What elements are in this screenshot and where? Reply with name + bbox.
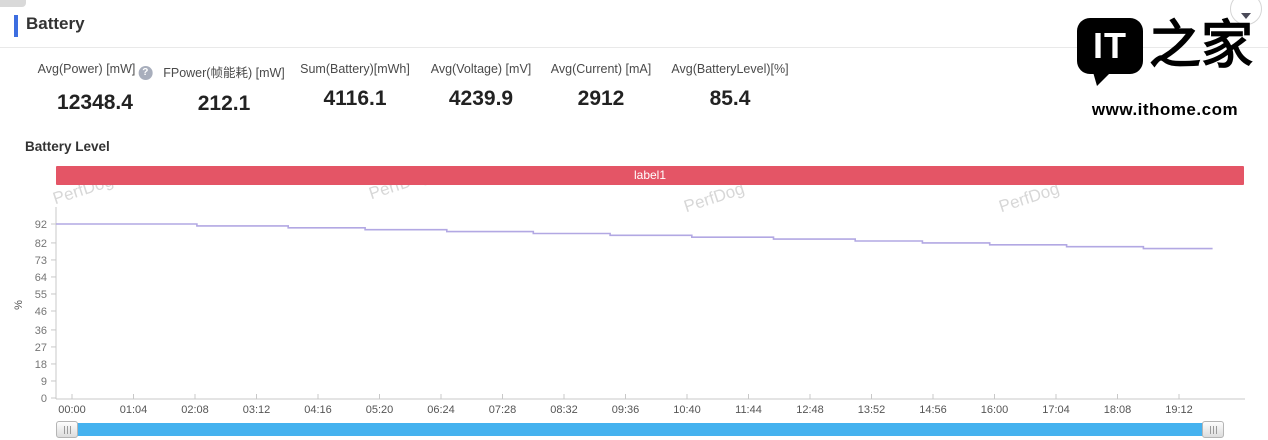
chart-scrollbar[interactable] [56,421,1224,438]
ithome-bubble-icon: IT [1076,18,1143,86]
chart-title: Battery Level [25,139,110,154]
y-tick-label: 55 [35,289,47,301]
ithome-logo: IT 之家 www.ithome.com [1070,4,1260,120]
logo-it-text: IT [1092,25,1127,66]
title-accent-bar [14,15,18,37]
x-tick-label: 16:00 [981,404,1009,416]
x-tick-label: 05:20 [366,404,394,416]
stat-value: 4116.1 [323,87,387,110]
stat-value: 2912 [577,87,625,110]
stat-avg-voltage: Avg(Voltage) [mV] 4239.9 [431,62,532,111]
x-tick-label: 02:08 [181,404,209,416]
x-tick-label: 18:08 [1104,404,1132,416]
stat-label: Avg(Current) [mA] [550,62,652,76]
scrollbar-right-handle[interactable] [1202,421,1224,438]
help-icon[interactable]: ? [138,66,153,80]
stat-value: 4239.9 [448,87,514,110]
x-tick-label: 10:40 [673,404,701,416]
x-tick-label: 07:28 [489,404,517,416]
header-separator [0,47,1268,48]
x-tick-label: 11:44 [735,404,762,416]
stat-value: 12348.4 [57,91,133,114]
page-title: Battery [26,14,85,33]
drag-grip-icon [1209,425,1217,434]
stat-label: Avg(Power) [mW]? [38,62,153,80]
stat-value: 85.4 [709,87,751,110]
x-tick-label: 06:24 [427,404,455,416]
drag-grip-icon [63,425,71,434]
x-tick-label: 17:04 [1042,404,1070,416]
stat-label: Sum(Battery)[mWh] [300,62,410,76]
y-tick-label: 64 [35,272,47,284]
y-axis-label: % [13,300,25,310]
y-tick-label: 0 [41,393,47,405]
x-tick-label: 01:04 [120,404,148,416]
x-tick-label: 09:36 [612,404,640,416]
stat-avg-power: Avg(Power) [mW]? 12348.4 [38,62,153,115]
y-tick-label: 46 [35,306,47,318]
stat-label: Avg(Voltage) [mV] [430,62,532,76]
y-tick-label: 9 [41,376,47,388]
y-tick-label: 18 [35,359,47,371]
scrollbar-track[interactable] [56,423,1224,436]
stat-label: FPower(帧能耗) [mW] [163,66,285,80]
stat-fpower: FPower(帧能耗) [mW] 212.1 [163,62,285,116]
stat-avg-battery-level: Avg(BatteryLevel)[%] 85.4 [671,62,788,111]
x-tick-label: 13:52 [858,404,886,416]
y-tick-label: 82 [35,238,47,250]
y-tick-label: 73 [35,255,47,267]
battery-level-series-line [56,223,1213,250]
y-tick-label: 92 [35,219,47,231]
stat-value: 212.1 [197,92,251,115]
y-tick-label: 36 [35,325,47,337]
annotation-label-band[interactable]: label1 [56,166,1244,185]
collapse-panel-button[interactable] [1230,0,1262,25]
chevron-down-icon [1241,12,1251,19]
page-corner-scroll-fragment [0,0,26,7]
x-tick-label: 12:48 [796,404,824,416]
stat-label: Avg(BatteryLevel)[%] [671,62,789,76]
logo-zhijia-text: 之家 [1148,15,1253,76]
x-tick-label: 19:12 [1165,404,1193,416]
stat-avg-current: Avg(Current) [mA] 2912 [551,62,652,111]
x-tick-label: 04:16 [304,404,332,416]
stat-sum-battery: Sum(Battery)[mWh] 4116.1 [300,62,410,111]
x-tick-label: 03:12 [243,404,271,416]
y-tick-label: 27 [35,342,47,354]
x-tick-label: 00:00 [58,404,86,416]
scrollbar-left-handle[interactable] [56,421,78,438]
logo-url-text: www.ithome.com [1091,100,1239,119]
x-tick-label: 08:32 [550,404,578,416]
x-tick-label: 14:56 [919,404,947,416]
